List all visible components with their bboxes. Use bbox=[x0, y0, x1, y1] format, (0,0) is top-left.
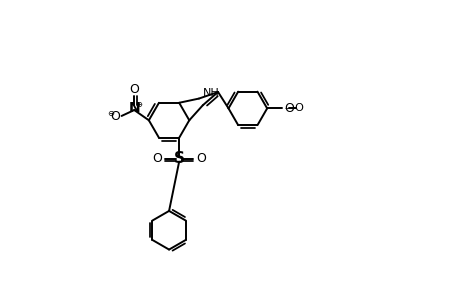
Text: N: N bbox=[128, 101, 140, 115]
Text: O: O bbox=[152, 152, 162, 165]
Text: O: O bbox=[196, 152, 205, 165]
Text: ⊖: ⊖ bbox=[107, 109, 114, 118]
Text: NH: NH bbox=[202, 88, 219, 98]
Text: O: O bbox=[129, 83, 139, 96]
Text: S: S bbox=[174, 151, 184, 166]
Text: O: O bbox=[283, 102, 293, 115]
Text: —O: —O bbox=[284, 103, 304, 113]
Text: ⊕: ⊕ bbox=[135, 100, 142, 109]
Text: O: O bbox=[110, 110, 120, 124]
